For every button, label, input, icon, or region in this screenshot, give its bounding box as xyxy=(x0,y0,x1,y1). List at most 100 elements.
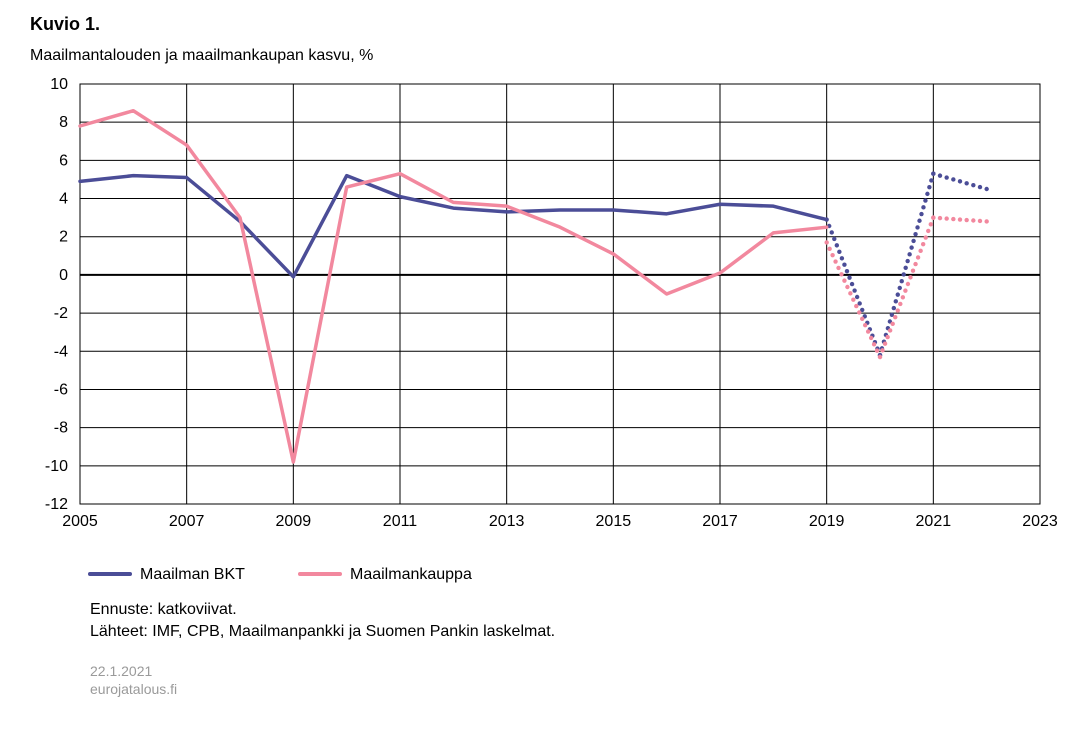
series-dot-0 xyxy=(850,282,854,286)
series-dot-1 xyxy=(842,278,846,282)
series-dot-1 xyxy=(929,222,933,226)
series-dot-1 xyxy=(951,217,955,221)
y-tick-label: 0 xyxy=(59,267,68,284)
footer-line: Ennuste: katkoviivat. xyxy=(90,601,237,618)
series-dot-1 xyxy=(911,269,915,273)
series-dot-0 xyxy=(964,181,968,185)
series-dot-0 xyxy=(835,243,839,247)
series-dot-0 xyxy=(925,192,929,196)
line-chart: Kuvio 1.Maailmantalouden ja maailmankaup… xyxy=(0,0,1082,730)
series-dot-1 xyxy=(896,308,900,312)
x-tick-label: 2017 xyxy=(702,513,738,530)
series-dot-0 xyxy=(929,178,933,182)
y-tick-label: 8 xyxy=(59,114,68,131)
series-dot-1 xyxy=(888,328,892,332)
x-tick-label: 2013 xyxy=(489,513,525,530)
series-dot-1 xyxy=(869,336,873,340)
series-dot-1 xyxy=(878,355,882,359)
series-dot-0 xyxy=(951,177,955,181)
series-dot-0 xyxy=(840,256,844,260)
series-dot-0 xyxy=(894,299,898,303)
series-dot-1 xyxy=(964,218,968,222)
footer-line: Lähteet: IMF, CPB, Maailmanpankki ja Suo… xyxy=(90,623,555,640)
series-dot-1 xyxy=(938,216,942,220)
series-dot-0 xyxy=(911,239,915,243)
y-tick-label: 2 xyxy=(59,229,68,246)
x-tick-label: 2007 xyxy=(169,513,205,530)
series-dot-1 xyxy=(931,215,935,219)
series-dot-1 xyxy=(918,249,922,253)
series-dot-1 xyxy=(872,342,876,346)
series-dot-0 xyxy=(845,269,849,273)
series-dot-1 xyxy=(854,304,858,308)
x-tick-label: 2015 xyxy=(596,513,632,530)
y-tick-label: -8 xyxy=(54,420,68,437)
series-dot-1 xyxy=(924,235,928,239)
chart-container: Kuvio 1.Maailmantalouden ja maailmankaup… xyxy=(0,0,1082,730)
y-tick-label: -4 xyxy=(54,343,68,360)
y-tick-label: 6 xyxy=(59,152,68,169)
series-dot-1 xyxy=(833,259,837,263)
series-dot-1 xyxy=(890,322,894,326)
chart-subtitle: Maailmantalouden ja maailmankaupan kasvu… xyxy=(30,47,373,64)
series-dot-1 xyxy=(944,216,948,220)
series-dot-0 xyxy=(892,306,896,310)
series-dot-1 xyxy=(893,315,897,319)
y-tick-label: -10 xyxy=(45,458,68,475)
series-dot-0 xyxy=(931,172,935,176)
series-dot-0 xyxy=(909,245,913,249)
x-tick-label: 2023 xyxy=(1022,513,1058,530)
series-dot-1 xyxy=(857,310,861,314)
source-date: 22.1.2021 xyxy=(90,663,152,679)
series-dot-1 xyxy=(883,342,887,346)
series-dot-1 xyxy=(845,285,849,289)
series-dot-1 xyxy=(926,229,930,233)
series-dot-0 xyxy=(847,275,851,279)
y-tick-label: -2 xyxy=(54,305,68,322)
series-dot-0 xyxy=(903,266,907,270)
series-dot-0 xyxy=(958,179,962,183)
series-dot-1 xyxy=(921,242,925,246)
series-dot-1 xyxy=(978,219,982,223)
series-dot-0 xyxy=(830,230,834,234)
series-dot-1 xyxy=(885,335,889,339)
series-dot-0 xyxy=(978,185,982,189)
series-dot-0 xyxy=(913,232,917,236)
series-dot-1 xyxy=(875,348,879,352)
series-dot-1 xyxy=(898,302,902,306)
series-dot-1 xyxy=(836,266,840,270)
series-dot-1 xyxy=(824,240,828,244)
series-dot-0 xyxy=(984,187,988,191)
series-dot-1 xyxy=(866,329,870,333)
x-tick-label: 2009 xyxy=(276,513,312,530)
series-dot-1 xyxy=(916,255,920,259)
series-dot-0 xyxy=(898,286,902,290)
legend-label: Maailmankauppa xyxy=(350,566,472,583)
series-dot-0 xyxy=(938,173,942,177)
series-dot-1 xyxy=(880,348,884,352)
series-dot-0 xyxy=(855,295,859,299)
series-dot-1 xyxy=(901,295,905,299)
series-dot-0 xyxy=(824,217,828,221)
y-tick-label: -12 xyxy=(45,496,68,513)
series-dot-1 xyxy=(913,262,917,266)
series-dot-1 xyxy=(908,275,912,279)
series-dot-1 xyxy=(830,253,834,257)
series-dot-1 xyxy=(971,218,975,222)
x-tick-label: 2019 xyxy=(809,513,845,530)
series-dot-0 xyxy=(842,263,846,267)
y-tick-label: 10 xyxy=(50,76,68,93)
series-dot-0 xyxy=(915,225,919,229)
series-dot-0 xyxy=(837,250,841,254)
series-dot-0 xyxy=(927,185,931,189)
legend-label: Maailman BKT xyxy=(140,566,245,583)
series-dot-0 xyxy=(907,252,911,256)
series-dot-0 xyxy=(971,183,975,187)
series-dot-0 xyxy=(944,175,948,179)
series-dot-0 xyxy=(919,212,923,216)
series-dot-0 xyxy=(832,237,836,241)
series-dot-1 xyxy=(839,272,843,276)
series-dot-0 xyxy=(896,292,900,296)
series-dot-1 xyxy=(863,323,867,327)
x-tick-label: 2021 xyxy=(916,513,952,530)
